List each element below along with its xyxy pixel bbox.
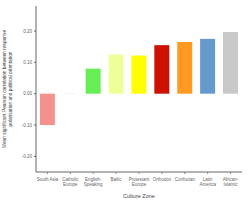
svg-text:0.10: 0.10 <box>23 60 32 65</box>
svg-text:Confucian: Confucian <box>175 177 196 182</box>
svg-text:African-Islamic: African-Islamic <box>223 177 239 187</box>
svg-text:South Asia: South Asia <box>37 177 59 182</box>
svg-text:English-Speaking: English-Speaking <box>84 177 103 187</box>
svg-text:CatholicEurope: CatholicEurope <box>62 177 79 187</box>
svg-text:0.20: 0.20 <box>23 29 32 34</box>
svg-text:0.00: 0.00 <box>23 91 32 96</box>
svg-text:Baltic: Baltic <box>111 177 123 182</box>
svg-text:Culture Zone: Culture Zone <box>123 193 155 199</box>
svg-text:ProtestantEurope: ProtestantEurope <box>129 177 150 187</box>
svg-text:Mean significant Pearson corre: Mean significant Pearson correlation bet… <box>8 30 13 148</box>
svg-text:LatinAmerica: LatinAmerica <box>199 177 216 187</box>
svg-text:-0.10: -0.10 <box>22 123 33 128</box>
svg-text:Orthodox: Orthodox <box>153 177 172 182</box>
svg-text:-0.20: -0.20 <box>22 154 33 159</box>
